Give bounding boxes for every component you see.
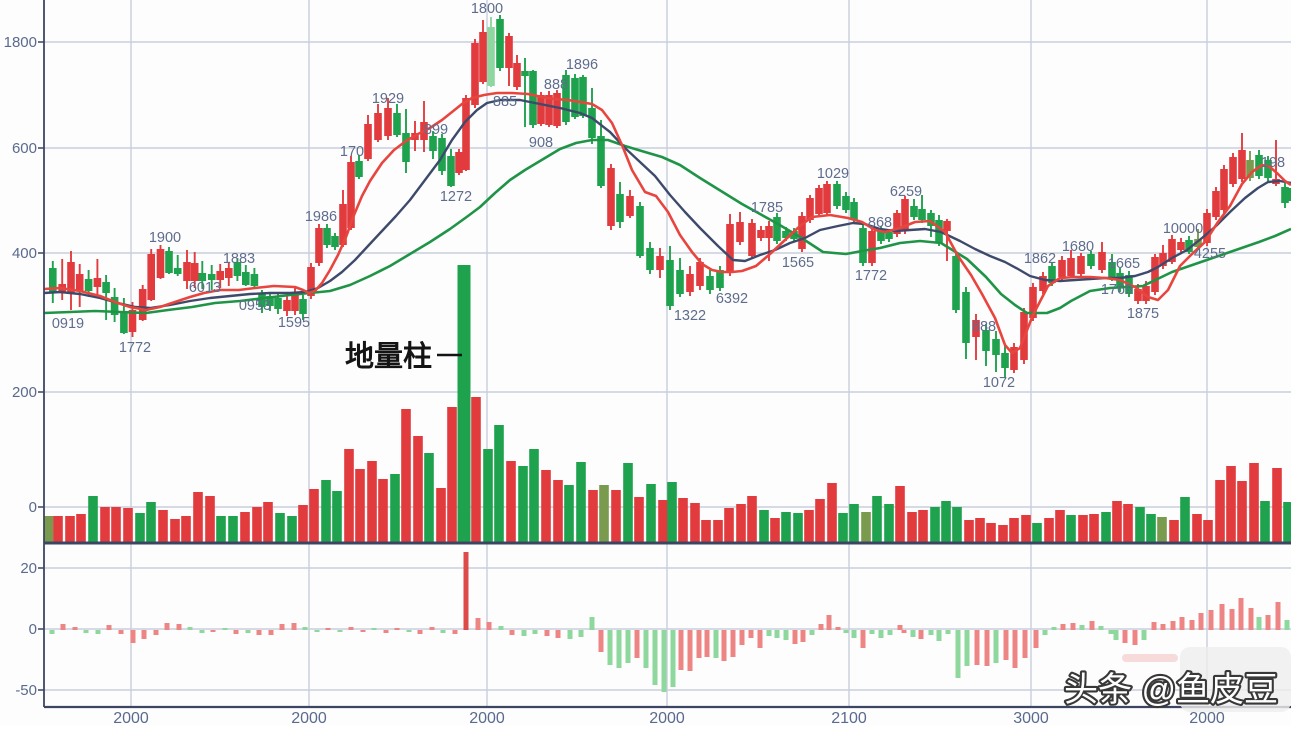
svg-text:1072: 1072 bbox=[983, 375, 1015, 391]
svg-text:1772: 1772 bbox=[855, 268, 887, 284]
svg-text:1875: 1875 bbox=[1127, 306, 1159, 322]
svg-text:0: 0 bbox=[29, 499, 37, 516]
svg-text:0: 0 bbox=[29, 621, 37, 638]
svg-text:0919: 0919 bbox=[52, 316, 84, 332]
svg-text:1665: 1665 bbox=[1108, 256, 1140, 272]
svg-text:888: 888 bbox=[972, 319, 996, 335]
svg-text:888: 888 bbox=[544, 77, 568, 93]
svg-text:2000: 2000 bbox=[291, 710, 327, 725]
svg-text:0953: 0953 bbox=[239, 298, 271, 314]
svg-text:4255: 4255 bbox=[1194, 246, 1226, 262]
svg-text:6392: 6392 bbox=[716, 291, 748, 307]
svg-text:600: 600 bbox=[12, 140, 37, 157]
svg-text:1029: 1029 bbox=[817, 166, 849, 182]
svg-text:1862: 1862 bbox=[1024, 251, 1056, 267]
svg-text:885: 885 bbox=[493, 94, 517, 110]
svg-text:1769: 1769 bbox=[1101, 282, 1133, 298]
svg-text:6013: 6013 bbox=[189, 280, 221, 296]
svg-text:2000: 2000 bbox=[649, 710, 685, 725]
svg-text:2000: 2000 bbox=[469, 710, 505, 725]
svg-text:1929: 1929 bbox=[372, 91, 404, 107]
svg-text:10000: 10000 bbox=[1163, 221, 1203, 237]
svg-text:1800: 1800 bbox=[471, 1, 503, 17]
svg-text:1785: 1785 bbox=[751, 200, 783, 216]
svg-text:899: 899 bbox=[424, 122, 448, 138]
svg-text:6259: 6259 bbox=[890, 184, 922, 200]
svg-text:1322: 1322 bbox=[674, 308, 706, 324]
svg-text:1680: 1680 bbox=[1062, 239, 1094, 255]
svg-text:1896: 1896 bbox=[566, 57, 598, 73]
svg-text:1800: 1800 bbox=[4, 34, 37, 51]
svg-text:198: 198 bbox=[1261, 155, 1285, 171]
svg-text:170: 170 bbox=[340, 144, 364, 160]
svg-text:1565: 1565 bbox=[782, 255, 814, 271]
svg-text:200: 200 bbox=[12, 384, 37, 401]
svg-text:头条 @鱼皮豆: 头条 @鱼皮豆 bbox=[1064, 671, 1278, 709]
svg-text:1900: 1900 bbox=[149, 230, 181, 246]
svg-text:1595: 1595 bbox=[278, 315, 310, 331]
svg-text:1986: 1986 bbox=[305, 209, 337, 225]
svg-text:地量柱: 地量柱 bbox=[345, 340, 432, 373]
svg-text:908: 908 bbox=[529, 135, 553, 151]
svg-text:20: 20 bbox=[20, 560, 37, 577]
svg-text:2000: 2000 bbox=[113, 710, 149, 725]
svg-text:2100: 2100 bbox=[831, 710, 867, 725]
svg-text:1272: 1272 bbox=[440, 189, 472, 205]
svg-text:2000: 2000 bbox=[1189, 710, 1225, 725]
svg-text:400: 400 bbox=[12, 245, 37, 262]
svg-text:868: 868 bbox=[868, 215, 892, 231]
svg-text:1883: 1883 bbox=[223, 251, 255, 267]
svg-text:1772: 1772 bbox=[119, 340, 151, 356]
svg-text:3000: 3000 bbox=[1013, 710, 1049, 725]
svg-text:-50: -50 bbox=[15, 682, 37, 699]
